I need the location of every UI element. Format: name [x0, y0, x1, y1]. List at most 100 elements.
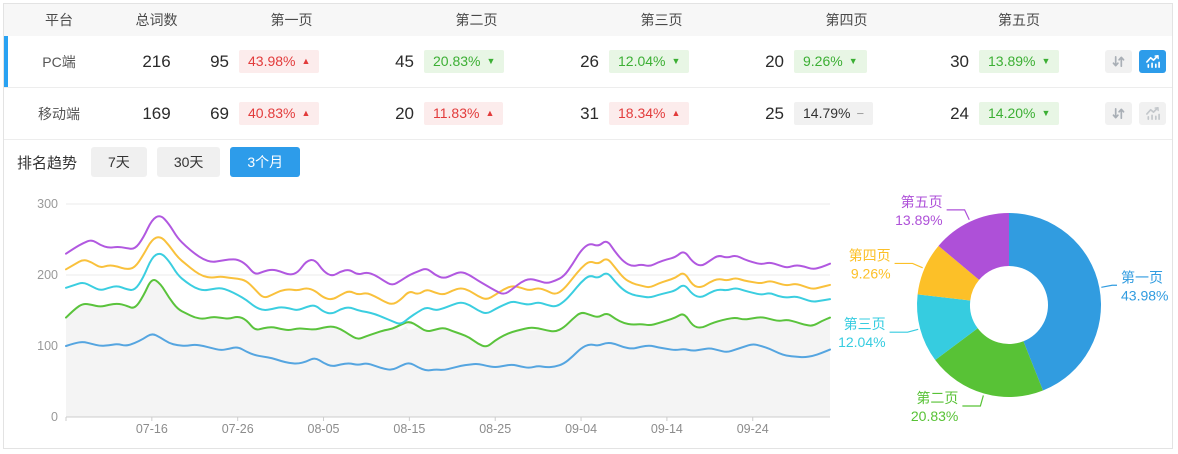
pie-label-第一页: 第一页 43.98%	[1121, 269, 1168, 303]
trend-chart-icon	[1145, 54, 1160, 68]
trend-arrow-icon: ▲	[301, 56, 311, 66]
label-leader-line	[1101, 284, 1117, 288]
label-leader-line	[962, 395, 984, 407]
pie-slice-第一页	[1009, 213, 1101, 391]
trend-arrow-icon: ▼	[848, 56, 858, 66]
page2-cell: 20 11.83% ▲	[384, 102, 569, 125]
table-row-mobile[interactable]: 移动端 169 69 40.83% ▲ 20 11.83% ▲ 31 18.34% ▲…	[4, 88, 1172, 140]
trend-range-tabs: 7天 30天 3个月	[91, 147, 301, 177]
series-第三页	[65, 252, 831, 325]
trend-arrow-icon: ▲	[671, 108, 681, 118]
trend-header: 排名趋势 7天 30天 3个月	[17, 147, 1172, 177]
page-count: 24	[950, 103, 969, 123]
col-header-page2: 第二页	[455, 12, 498, 28]
platform-cell: 移动端	[38, 105, 80, 122]
page-count: 26	[580, 51, 599, 71]
page5-cell: 30 13.89% ▼	[939, 50, 1099, 73]
tab-7-days[interactable]: 7天	[91, 147, 147, 177]
svg-text:100: 100	[37, 339, 58, 353]
selected-row-accent	[4, 88, 8, 139]
change-badge: 9.26% ▼	[794, 50, 867, 73]
change-pct: 13.89%	[988, 53, 1036, 69]
page-count: 45	[395, 51, 414, 71]
change-badge: 12.04% ▼	[609, 50, 690, 73]
change-pct: 20.83%	[433, 53, 481, 69]
trend-arrow-icon: ▼	[486, 56, 496, 66]
trend-chart-button[interactable]	[1139, 102, 1166, 125]
sort-arrows-button[interactable]	[1105, 50, 1132, 73]
svg-text:08-05: 08-05	[308, 422, 340, 436]
page-count: 20	[395, 103, 414, 123]
change-badge: 13.89% ▼	[979, 50, 1060, 73]
change-pct: 43.98%	[248, 53, 296, 69]
trend-chart-button[interactable]	[1139, 50, 1166, 73]
pie-label-第五页: 第五页 13.89%	[895, 194, 942, 228]
page-count: 31	[580, 103, 599, 123]
change-pct: 40.83%	[248, 105, 296, 121]
page3-cell: 26 12.04% ▼	[569, 50, 754, 73]
col-header-platform: 平台	[45, 12, 73, 28]
col-header-page3: 第三页	[640, 12, 683, 28]
svg-text:07-26: 07-26	[222, 422, 254, 436]
change-badge: 14.20% ▼	[979, 102, 1060, 125]
change-badge: 14.79% −	[794, 102, 874, 125]
tab-30-days[interactable]: 30天	[156, 147, 221, 177]
page-count: 20	[765, 51, 784, 71]
col-header-page1: 第一页	[270, 12, 313, 28]
pie-slice-第二页	[935, 328, 1043, 397]
svg-text:300: 300	[37, 197, 58, 211]
series-第四页	[65, 236, 831, 305]
change-pct: 14.79%	[803, 105, 851, 121]
label-leader-line	[946, 209, 970, 221]
trend-arrow-icon: ▼	[1041, 56, 1051, 66]
page-count: 30	[950, 51, 969, 71]
total-words-cell: 169	[142, 103, 171, 123]
page4-cell: 20 9.26% ▼	[754, 50, 939, 73]
trend-arrow-icon: ▼	[671, 56, 681, 66]
change-badge: 18.34% ▲	[609, 102, 690, 125]
pie-label-第四页: 第四页 9.26%	[849, 247, 891, 281]
row-actions	[1099, 102, 1172, 125]
change-pct: 11.83%	[433, 105, 480, 121]
svg-text:0: 0	[51, 410, 58, 424]
trend-arrow-icon: ▼	[1041, 108, 1051, 118]
trend-arrow-icon: −	[856, 106, 865, 121]
page1-cell: 95 43.98% ▲	[199, 50, 384, 73]
series-第二页	[65, 279, 831, 348]
svg-text:08-15: 08-15	[393, 422, 425, 436]
svg-text:07-16: 07-16	[136, 422, 168, 436]
svg-text:200: 200	[37, 268, 58, 282]
page3-cell: 31 18.34% ▲	[569, 102, 754, 125]
sort-arrows-button[interactable]	[1105, 102, 1132, 125]
trend-arrow-icon: ▲	[485, 108, 495, 118]
series-第一页	[65, 333, 831, 372]
change-badge: 20.83% ▼	[424, 50, 505, 73]
change-badge: 11.83% ▲	[424, 102, 504, 125]
svg-text:09-14: 09-14	[651, 422, 683, 436]
page-distribution-donut[interactable]: 第一页 43.98% 第二页 20.83% 第三页 12.04% 第四页 9.26%第五页 13…	[799, 153, 1173, 449]
page1-cell: 69 40.83% ▲	[199, 102, 384, 125]
pie-label-第三页: 第三页 12.04%	[838, 316, 885, 350]
trend-title: 排名趋势	[17, 154, 78, 172]
table-row-pc[interactable]: PC端 216 95 43.98% ▲ 45 20.83% ▼ 26 12.04% ▼…	[4, 36, 1172, 88]
col-header-page4: 第四页	[825, 12, 868, 28]
area-fill	[66, 280, 830, 417]
rank-table: 平台 总词数 第一页 第二页 第三页 第四页 第五页 PC端 216 95 43…	[4, 4, 1172, 140]
page2-cell: 45 20.83% ▼	[384, 50, 569, 73]
col-header-total: 总词数	[135, 12, 178, 28]
col-header-page5: 第五页	[998, 12, 1040, 28]
series-第五页	[65, 215, 831, 295]
pie-slice-第四页	[917, 245, 980, 301]
page-count: 69	[210, 103, 229, 123]
tab-3-months[interactable]: 3个月	[230, 147, 301, 177]
total-words-cell: 216	[142, 51, 171, 71]
sort-arrows-icon	[1112, 55, 1125, 68]
svg-text:09-24: 09-24	[737, 422, 769, 436]
svg-text:09-04: 09-04	[565, 422, 597, 436]
label-leader-line	[894, 262, 923, 269]
page5-cell: 24 14.20% ▼	[939, 102, 1099, 125]
keyword-ranking-panel: 平台 总词数 第一页 第二页 第三页 第四页 第五页 PC端 216 95 43…	[3, 3, 1173, 449]
sort-arrows-icon	[1112, 107, 1125, 120]
svg-text:08-25: 08-25	[479, 422, 511, 436]
